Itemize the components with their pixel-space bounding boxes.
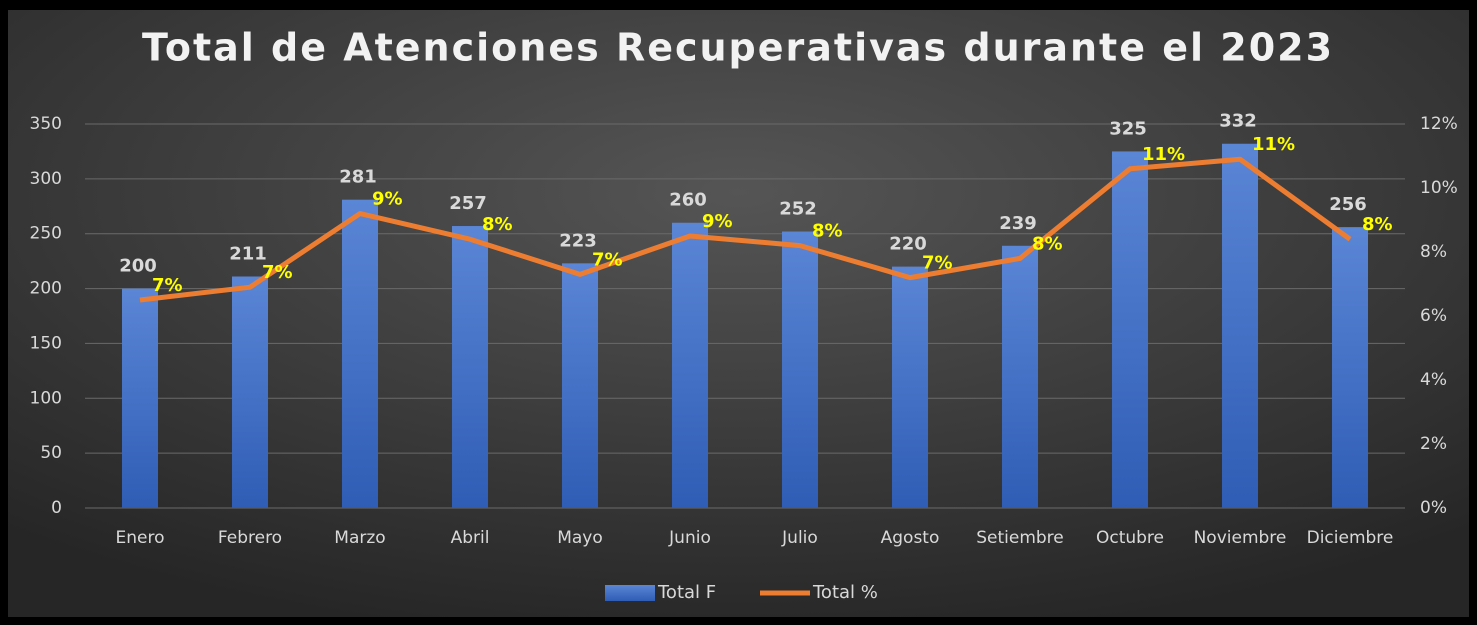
bar — [892, 266, 928, 508]
bar-value-label: 325 — [1109, 118, 1147, 139]
bar-value-label: 239 — [999, 213, 1037, 234]
x-tick-label: Junio — [668, 528, 711, 548]
y-tick-label: 50 — [40, 443, 62, 463]
bar — [672, 222, 708, 508]
x-tick-label: Enero — [116, 528, 165, 548]
y-tick-label: 250 — [30, 224, 62, 244]
y-tick-label: 200 — [30, 279, 62, 299]
y2-tick-label: 6% — [1420, 306, 1447, 326]
x-tick-label: Noviembre — [1194, 528, 1287, 548]
line — [139, 156, 1352, 303]
bar-value-label: 200 — [119, 256, 157, 277]
y-tick-label: 0 — [51, 498, 62, 518]
x-tick-label: Agosto — [881, 528, 940, 548]
x-tick-label: Mayo — [557, 528, 603, 548]
bar — [782, 231, 818, 508]
legend-label: Total F — [657, 582, 716, 603]
line-value-label: 8% — [1032, 233, 1063, 254]
line-value-label: 9% — [372, 189, 403, 210]
bar — [1222, 143, 1258, 508]
bar — [342, 199, 378, 508]
bar-value-label: 252 — [779, 199, 817, 220]
bar-value-label: 281 — [339, 167, 377, 188]
y2-tick-label: 10% — [1420, 178, 1458, 198]
bar — [1112, 151, 1148, 508]
x-tick-label: Marzo — [334, 528, 385, 548]
bar — [562, 263, 598, 508]
y-tick-label: 350 — [30, 114, 62, 134]
line-value-label: 8% — [1362, 214, 1393, 235]
line-value-label: 11% — [1252, 134, 1295, 155]
y2-tick-label: 0% — [1420, 498, 1447, 518]
bar-value-label: 220 — [889, 234, 927, 255]
bar-value-label: 260 — [669, 190, 707, 211]
bar-value-label: 223 — [559, 230, 597, 251]
bar — [1332, 227, 1368, 509]
bar — [122, 288, 158, 508]
bar-value-label: 211 — [229, 244, 267, 265]
y2-tick-label: 4% — [1420, 370, 1447, 390]
line-value-label: 8% — [482, 214, 513, 235]
x-tick-label: Diciembre — [1307, 528, 1394, 548]
bar-value-label: 257 — [449, 193, 487, 214]
bar — [452, 226, 488, 508]
bar-value-label: 332 — [1219, 111, 1257, 132]
y2-tick-label: 8% — [1420, 242, 1447, 262]
y-tick-label: 300 — [30, 169, 62, 189]
y-tick-label: 100 — [30, 388, 62, 408]
x-tick-label: Julio — [781, 528, 818, 548]
x-tick-label: Febrero — [218, 528, 282, 548]
line-value-label: 11% — [1142, 144, 1185, 165]
line-value-label: 7% — [152, 275, 183, 296]
line-value-label: 7% — [262, 262, 293, 283]
x-tick-label: Abril — [451, 528, 490, 548]
bar-value-label: 256 — [1329, 194, 1367, 215]
line-value-label: 7% — [592, 249, 623, 270]
line-value-label: 8% — [812, 221, 843, 242]
bar — [232, 276, 268, 508]
legend-swatch — [605, 585, 655, 601]
y2-tick-label: 12% — [1420, 114, 1458, 134]
x-tick-label: Setiembre — [976, 528, 1064, 548]
chart-title: Total de Atenciones Recuperativas durant… — [142, 26, 1334, 70]
bar — [1002, 245, 1038, 509]
y2-tick-label: 2% — [1420, 434, 1447, 454]
legend-label: Total % — [812, 582, 878, 603]
line-value-label: 9% — [702, 211, 733, 232]
x-tick-label: Octubre — [1096, 528, 1164, 548]
line-value-label: 7% — [922, 253, 953, 274]
y-tick-label: 150 — [30, 333, 62, 353]
